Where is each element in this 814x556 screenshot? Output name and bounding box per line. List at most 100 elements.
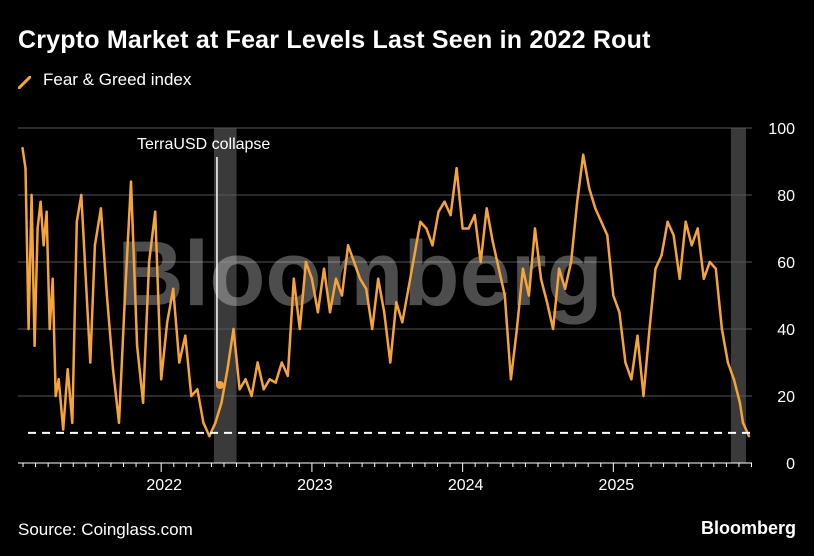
data-point <box>624 361 627 364</box>
data-point <box>202 421 205 424</box>
data-point <box>66 368 69 371</box>
data-point <box>141 401 145 404</box>
data-point <box>726 361 730 364</box>
data-point <box>618 311 621 314</box>
data-point <box>304 260 308 264</box>
data-point <box>630 378 633 381</box>
data-point <box>21 146 24 150</box>
data-point <box>370 327 374 331</box>
data-point <box>443 200 446 203</box>
data-point <box>672 234 675 237</box>
x-tick-label-2025: 2025 <box>599 477 635 494</box>
data-point <box>702 277 705 280</box>
data-point <box>123 294 127 297</box>
data-point <box>42 244 45 247</box>
data-point <box>184 334 187 337</box>
data-point <box>741 421 745 424</box>
data-point <box>24 167 27 170</box>
data-point <box>377 277 380 280</box>
legend: Fear & Greed index <box>17 70 191 90</box>
data-point <box>660 254 663 257</box>
data-point <box>738 401 742 404</box>
data-point <box>581 153 585 156</box>
y-tick-label-100: 100 <box>768 121 795 138</box>
data-point <box>533 227 537 230</box>
data-point <box>431 244 434 247</box>
data-point <box>232 327 235 331</box>
y-tick-label-60: 60 <box>777 255 795 272</box>
data-point <box>527 294 531 297</box>
y-tick-label-20: 20 <box>777 389 795 406</box>
data-point <box>334 277 338 280</box>
data-point <box>708 260 711 264</box>
data-point <box>744 428 748 431</box>
data-point <box>62 428 65 431</box>
annotation-dot-0 <box>215 381 224 389</box>
data-point <box>352 260 356 264</box>
data-point <box>256 361 259 364</box>
data-point <box>135 344 139 347</box>
data-point <box>539 277 543 280</box>
data-point <box>461 227 464 230</box>
data-point <box>606 234 609 237</box>
shaded-period-1 <box>730 128 746 463</box>
data-point <box>99 207 103 210</box>
source-note: Source: Coinglass.com <box>18 520 193 539</box>
data-point <box>71 421 74 424</box>
data-point <box>268 378 271 381</box>
data-point <box>346 244 350 247</box>
data-point <box>250 394 253 398</box>
data-point <box>129 180 133 183</box>
data-point <box>395 301 398 304</box>
data-point <box>80 193 83 197</box>
y-tick-label-40: 40 <box>777 322 795 339</box>
data-point <box>280 361 283 364</box>
data-point <box>696 227 699 230</box>
data-point <box>111 368 115 371</box>
data-point <box>105 294 109 297</box>
data-point <box>503 294 507 297</box>
data-point <box>238 388 241 391</box>
data-point <box>545 301 549 304</box>
data-point <box>521 267 525 270</box>
data-point <box>159 378 163 381</box>
data-point <box>166 321 169 324</box>
data-point <box>419 220 422 223</box>
data-point <box>286 374 289 378</box>
data-point <box>684 220 687 223</box>
data-point <box>413 254 416 257</box>
data-point <box>449 213 452 217</box>
data-point <box>147 260 151 264</box>
data-point <box>93 244 97 247</box>
chart-title: Crypto Market at Fear Levels Last Seen i… <box>18 26 651 54</box>
annotation-label-0: TerraUSD collapse <box>137 136 270 153</box>
data-point <box>208 435 211 438</box>
data-point <box>214 421 217 424</box>
data-point <box>358 277 362 280</box>
data-point <box>274 381 277 384</box>
data-point <box>407 287 410 290</box>
shaded-period-0 <box>213 128 237 463</box>
data-point <box>389 361 392 364</box>
data-point <box>322 267 326 270</box>
data-point <box>425 227 428 230</box>
data-point <box>678 277 681 280</box>
data-point <box>485 207 488 210</box>
data-point <box>648 327 651 331</box>
data-point <box>196 388 199 391</box>
data-point <box>39 200 42 203</box>
data-point <box>316 311 320 314</box>
data-point <box>594 207 597 210</box>
data-point <box>226 368 229 371</box>
data-point <box>509 378 513 381</box>
data-point <box>642 394 645 398</box>
data-point <box>437 210 440 213</box>
data-point <box>298 327 302 331</box>
data-point <box>612 294 615 297</box>
data-point <box>515 327 519 331</box>
data-point <box>588 187 591 190</box>
data-point <box>36 227 39 230</box>
data-point <box>292 277 296 280</box>
data-point <box>57 378 60 381</box>
